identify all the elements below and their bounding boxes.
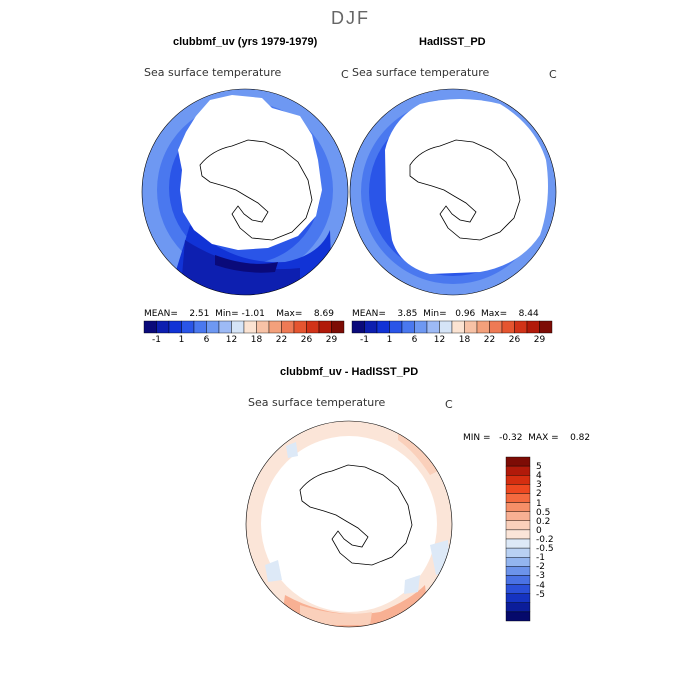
colorbar-tick-label: 6 — [411, 335, 418, 345]
colorbar-tick-label: -1 — [360, 335, 369, 345]
colorbar-tick-label: -0.5 — [536, 544, 554, 555]
colorbar-tick-label: 1 — [536, 498, 542, 509]
colorbar-tick-label: -1 — [536, 553, 545, 564]
colorbar-tick-label: 0.2 — [536, 516, 551, 527]
colorbar-tick-label: 12 — [433, 335, 446, 345]
left-colorbar-ticks: -1 1 6 12 18 22 26 29 — [144, 335, 344, 347]
colorbar-swatch — [331, 320, 345, 334]
right-min-label: Min= — [423, 309, 447, 319]
right-max-value: 8.44 — [518, 309, 539, 319]
left-max-label: Max= — [276, 309, 303, 319]
left-min-label: Min= — [215, 309, 239, 319]
colorbar-swatch — [505, 611, 531, 622]
colorbar-tick-label: 0.5 — [536, 507, 551, 518]
left-max-value: 8.69 — [313, 309, 334, 319]
colorbar-swatch — [505, 465, 531, 476]
colorbar-tick-label: 5 — [536, 462, 542, 473]
diff-stats: MIN = -0.32 MAX = 0.82 — [463, 433, 591, 443]
right-variable-label: Sea surface temperature — [352, 66, 490, 79]
colorbar-tick-label: 0 — [536, 525, 542, 536]
colorbar-tick-label: 29 — [533, 335, 546, 345]
diff-colorbar-ticks: 5 4 3 2 1 0.5 0.2 0 -0.2 -0.5 -1 -2 -3 -4 -5 — [536, 457, 576, 621]
colorbar-tick-label: 12 — [225, 335, 238, 345]
colorbar-tick-label: 6 — [203, 335, 210, 345]
colorbar-tick-label: 18 — [458, 335, 471, 345]
colorbar-swatch — [505, 475, 531, 485]
left-variable-label: Sea surface temperature — [144, 66, 282, 79]
right-mean-value: 3.85 — [397, 309, 418, 319]
colorbar-swatch — [505, 520, 531, 531]
right-mean-label: MEAN= — [352, 309, 386, 319]
diff-variable-label: Sea surface temperature — [248, 396, 386, 409]
colorbar-swatch — [505, 547, 531, 558]
colorbar-swatch — [505, 511, 531, 521]
colorbar-tick-label: 1 — [386, 335, 393, 345]
right-colorbar-ticks: -1 1 6 12 18 22 26 29 — [352, 335, 552, 347]
colorbar-swatch — [505, 484, 531, 494]
right-stats: MEAN= 3.85 Min= 0.96 Max= 8.44 — [352, 309, 539, 319]
colorbar-tick-label: 26 — [508, 335, 521, 345]
left-min-value: -1.01 — [241, 309, 265, 319]
left-stats: MEAN= 2.51 Min= -1.01 Max= 8.69 — [144, 309, 334, 319]
colorbar-tick-label: 3 — [536, 480, 542, 491]
diff-panel-title: clubbmf_uv - HadISST_PD — [280, 366, 419, 378]
right-panel-title: HadISST_PD — [419, 36, 486, 48]
colorbar-swatch — [505, 529, 531, 540]
left-mean-value: 2.51 — [189, 309, 210, 319]
diff-units-label: C — [445, 398, 453, 411]
colorbar-tick-label: 22 — [483, 335, 496, 345]
colorbar-tick-label: 29 — [325, 335, 338, 345]
colorbar-swatch — [505, 538, 531, 549]
right-max-label: Max= — [481, 309, 508, 319]
right-units-label: C — [549, 68, 557, 81]
colorbar-tick-label: 1 — [178, 335, 185, 345]
right-min-value: 0.96 — [455, 309, 476, 319]
colorbar-swatch — [505, 584, 531, 594]
left-colorbar — [143, 320, 345, 334]
colorbar-tick-label: -2 — [536, 562, 545, 573]
colorbar-tick-label: -3 — [536, 571, 545, 582]
colorbar-tick-label: -0.2 — [536, 535, 554, 545]
colorbar-swatch — [505, 602, 531, 613]
colorbar-tick-label: 22 — [275, 335, 288, 345]
colorbar-tick-label: 26 — [300, 335, 313, 345]
season-title: DJF — [331, 8, 370, 28]
colorbar-swatch — [505, 502, 531, 512]
colorbar-tick-label: 18 — [250, 335, 263, 345]
left-mean-label: MEAN= — [144, 309, 178, 319]
colorbar-swatch — [505, 566, 531, 576]
colorbar-tick-label: 2 — [536, 489, 542, 500]
colorbar-swatch — [505, 456, 531, 467]
colorbar-swatch — [505, 557, 531, 567]
right-colorbar — [351, 320, 553, 334]
diff-colorbar — [505, 456, 531, 622]
colorbar-tick-label: -1 — [152, 335, 161, 345]
left-units-label: C — [341, 68, 349, 81]
colorbar-tick-label: 4 — [536, 471, 542, 482]
colorbar-swatch — [539, 320, 553, 334]
colorbar-swatch — [505, 593, 531, 603]
colorbar-tick-label: -5 — [536, 589, 545, 600]
colorbar-swatch — [505, 493, 531, 503]
colorbar-swatch — [505, 575, 531, 585]
left-panel-title: clubbmf_uv (yrs 1979-1979) — [173, 36, 318, 48]
colorbar-tick-label: -4 — [536, 580, 545, 591]
